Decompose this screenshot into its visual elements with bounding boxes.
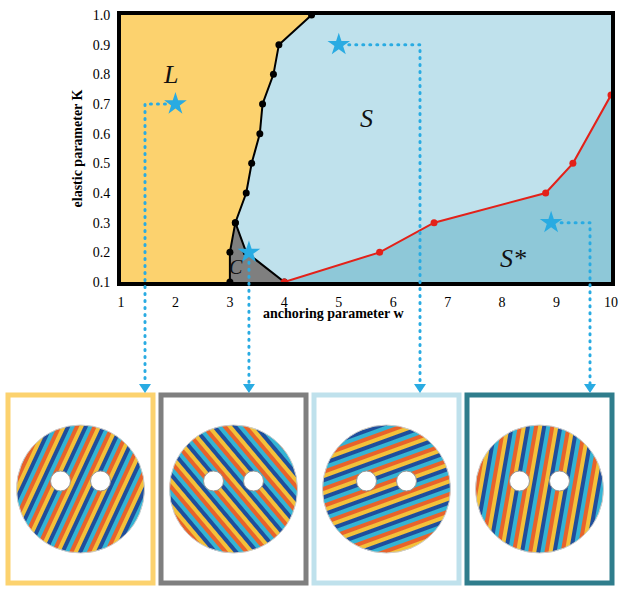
svg-text:0.6: 0.6 xyxy=(93,127,111,142)
svg-text:0.1: 0.1 xyxy=(93,275,111,290)
svg-text:6: 6 xyxy=(390,295,397,310)
svg-text:3: 3 xyxy=(226,295,233,310)
svg-text:2: 2 xyxy=(172,295,179,310)
svg-text:1: 1 xyxy=(118,295,125,310)
svg-text:0.7: 0.7 xyxy=(93,97,111,112)
svg-text:0.2: 0.2 xyxy=(93,245,111,260)
svg-text:0.5: 0.5 xyxy=(93,156,111,171)
svg-text:10: 10 xyxy=(604,295,618,310)
svg-text:C: C xyxy=(229,256,243,278)
svg-text:7: 7 xyxy=(444,295,451,310)
svg-text:anchoring parameter w: anchoring parameter w xyxy=(263,306,404,321)
svg-text:8: 8 xyxy=(499,295,506,310)
svg-text:0.8: 0.8 xyxy=(93,67,111,82)
svg-text:1.0: 1.0 xyxy=(93,8,111,23)
svg-text:9: 9 xyxy=(553,295,560,310)
svg-text:S*: S* xyxy=(500,244,526,273)
svg-text:5: 5 xyxy=(335,295,342,310)
svg-text:S: S xyxy=(360,104,373,133)
svg-text:4: 4 xyxy=(281,295,288,310)
svg-text:0.4: 0.4 xyxy=(93,186,111,201)
svg-text:0.3: 0.3 xyxy=(93,216,111,231)
svg-text:L: L xyxy=(163,60,178,89)
svg-text:elastic parameter K: elastic parameter K xyxy=(70,89,85,207)
svg-text:0.9: 0.9 xyxy=(93,38,111,53)
